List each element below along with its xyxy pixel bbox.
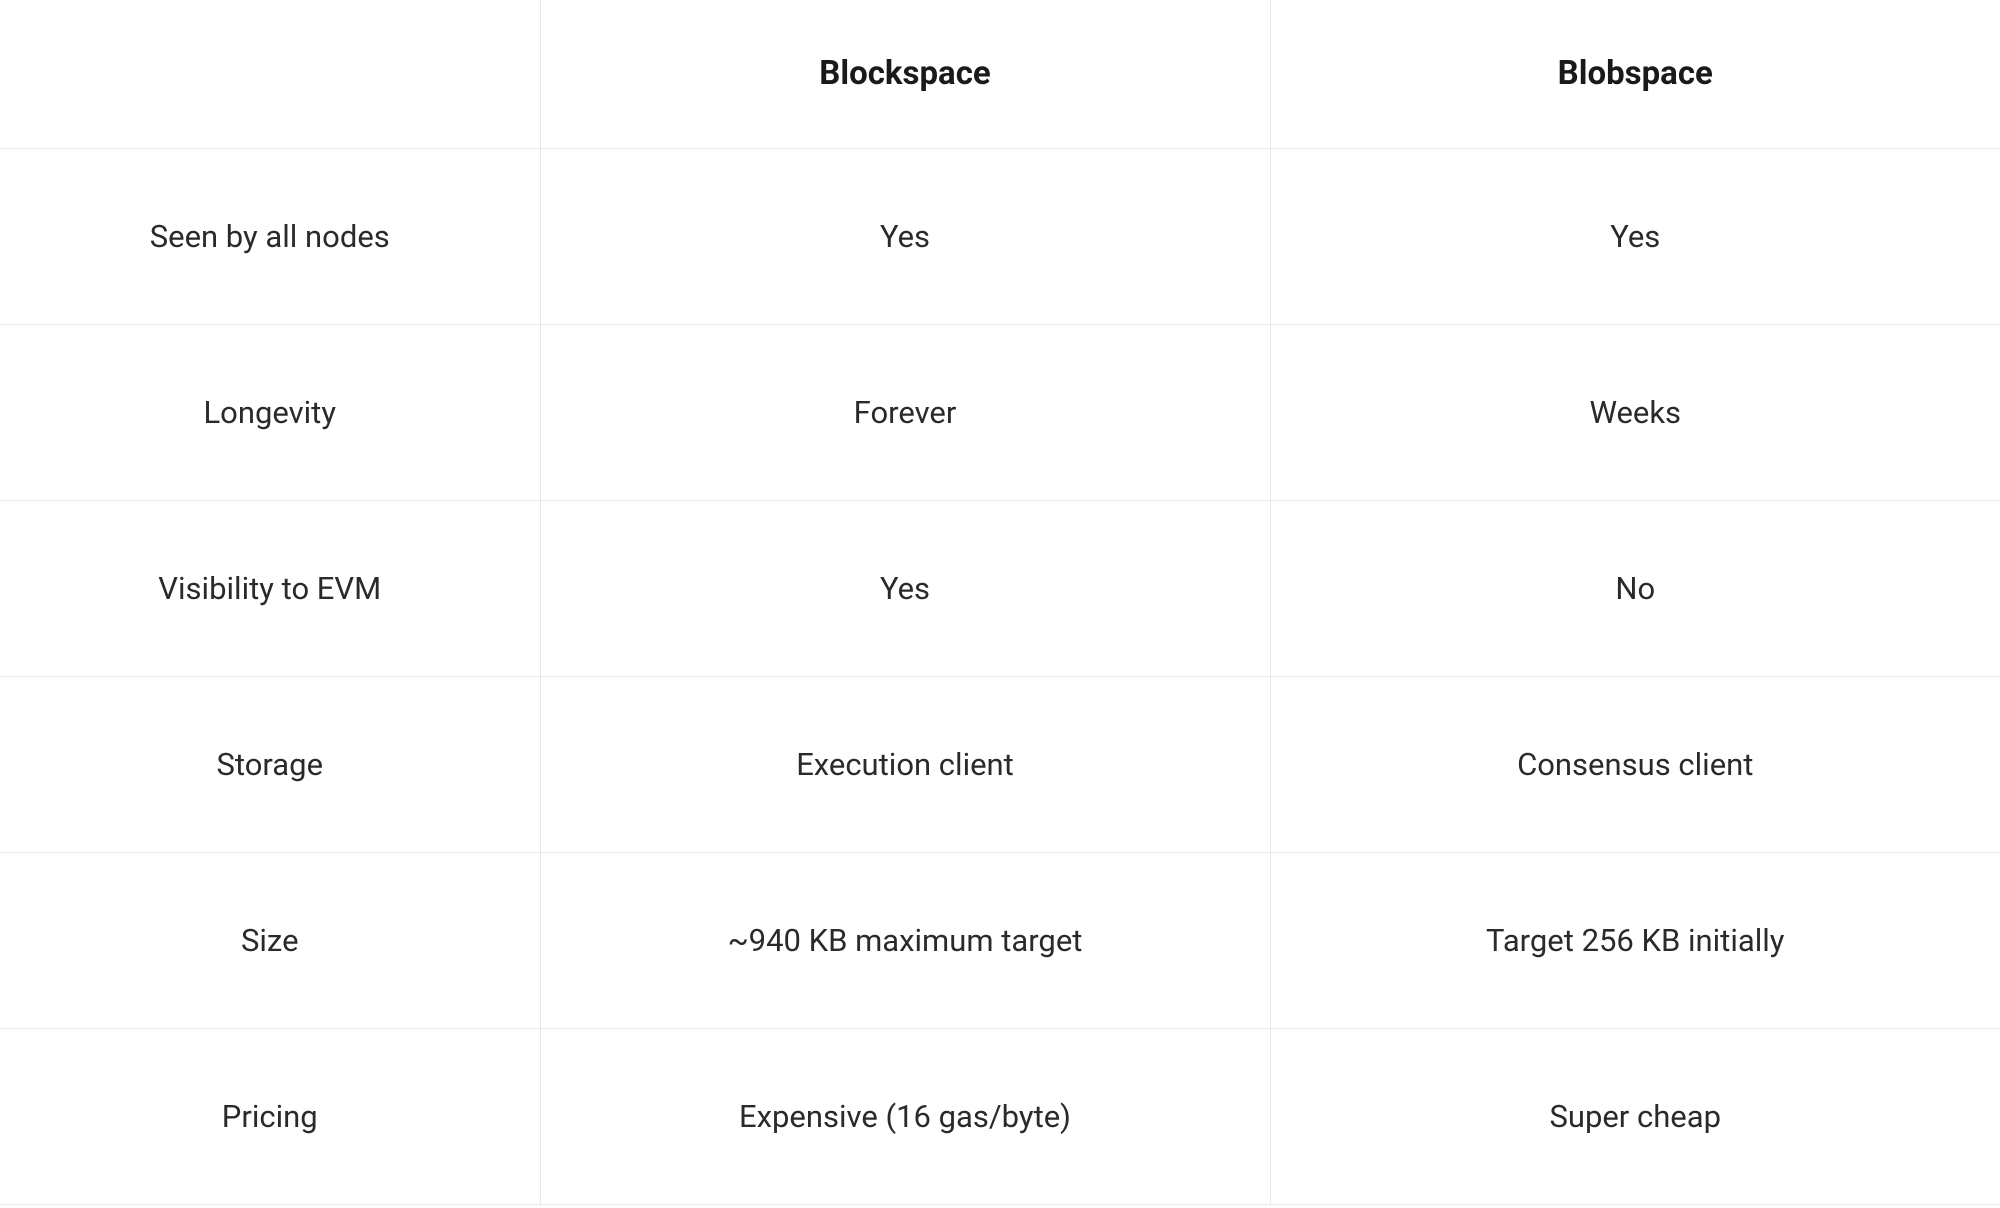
row-attribute-label: Seen by all nodes: [0, 148, 540, 324]
row-blobspace-value: Super cheap: [1270, 1028, 2000, 1204]
row-blockspace-value: Execution client: [540, 676, 1270, 852]
row-blobspace-value: Weeks: [1270, 324, 2000, 500]
row-blobspace-value: Consensus client: [1270, 676, 2000, 852]
comparison-table: Blockspace Blobspace Seen by all nodes Y…: [0, 0, 2000, 1205]
table-row: Storage Execution client Consensus clien…: [0, 676, 2000, 852]
row-blockspace-value: Forever: [540, 324, 1270, 500]
row-blockspace-value: Yes: [540, 500, 1270, 676]
row-attribute-label: Visibility to EVM: [0, 500, 540, 676]
row-blockspace-value: Expensive (16 gas/byte): [540, 1028, 1270, 1204]
table-row: Longevity Forever Weeks: [0, 324, 2000, 500]
row-attribute-label: Storage: [0, 676, 540, 852]
column-header-blockspace: Blockspace: [540, 0, 1270, 148]
comparison-table-container: Blockspace Blobspace Seen by all nodes Y…: [0, 0, 2000, 1205]
table-row: Pricing Expensive (16 gas/byte) Super ch…: [0, 1028, 2000, 1204]
row-attribute-label: Size: [0, 852, 540, 1028]
row-blobspace-value: Target 256 KB initially: [1270, 852, 2000, 1028]
table-header-row: Blockspace Blobspace: [0, 0, 2000, 148]
column-header-attribute: [0, 0, 540, 148]
column-header-blobspace: Blobspace: [1270, 0, 2000, 148]
row-blobspace-value: No: [1270, 500, 2000, 676]
table-row: Size ~940 KB maximum target Target 256 K…: [0, 852, 2000, 1028]
row-blobspace-value: Yes: [1270, 148, 2000, 324]
table-row: Seen by all nodes Yes Yes: [0, 148, 2000, 324]
row-blockspace-value: Yes: [540, 148, 1270, 324]
row-attribute-label: Pricing: [0, 1028, 540, 1204]
row-blockspace-value: ~940 KB maximum target: [540, 852, 1270, 1028]
table-row: Visibility to EVM Yes No: [0, 500, 2000, 676]
row-attribute-label: Longevity: [0, 324, 540, 500]
